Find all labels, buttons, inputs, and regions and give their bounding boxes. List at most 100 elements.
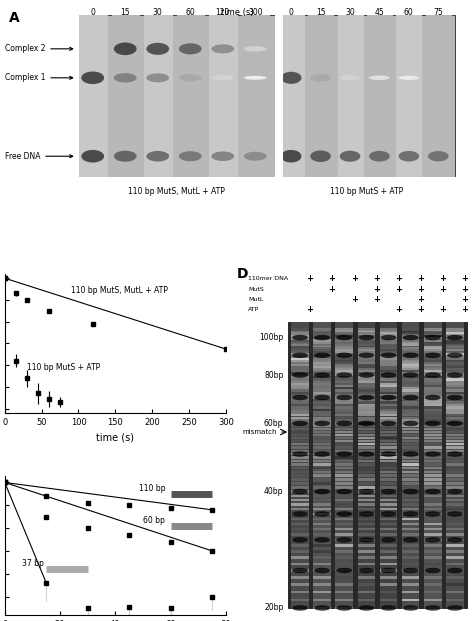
FancyBboxPatch shape bbox=[291, 352, 309, 355]
FancyBboxPatch shape bbox=[380, 513, 397, 515]
FancyBboxPatch shape bbox=[336, 456, 353, 459]
FancyBboxPatch shape bbox=[357, 491, 375, 492]
FancyBboxPatch shape bbox=[336, 340, 353, 342]
FancyBboxPatch shape bbox=[402, 340, 419, 342]
FancyBboxPatch shape bbox=[446, 352, 464, 355]
FancyBboxPatch shape bbox=[424, 392, 442, 394]
FancyBboxPatch shape bbox=[291, 376, 309, 378]
FancyBboxPatch shape bbox=[424, 330, 442, 332]
FancyBboxPatch shape bbox=[357, 399, 375, 401]
FancyBboxPatch shape bbox=[402, 389, 419, 392]
FancyBboxPatch shape bbox=[380, 425, 397, 427]
FancyBboxPatch shape bbox=[291, 411, 309, 414]
FancyBboxPatch shape bbox=[336, 337, 353, 339]
FancyBboxPatch shape bbox=[424, 453, 442, 455]
FancyBboxPatch shape bbox=[291, 456, 309, 459]
FancyBboxPatch shape bbox=[424, 471, 442, 473]
FancyBboxPatch shape bbox=[446, 563, 464, 565]
FancyBboxPatch shape bbox=[380, 437, 397, 439]
FancyBboxPatch shape bbox=[446, 446, 464, 448]
FancyBboxPatch shape bbox=[446, 491, 464, 492]
FancyBboxPatch shape bbox=[336, 504, 353, 506]
FancyBboxPatch shape bbox=[424, 368, 442, 370]
Ellipse shape bbox=[447, 420, 463, 426]
FancyBboxPatch shape bbox=[357, 330, 375, 332]
FancyBboxPatch shape bbox=[291, 450, 309, 452]
FancyBboxPatch shape bbox=[313, 394, 331, 396]
Ellipse shape bbox=[358, 537, 374, 543]
Text: 20bp: 20bp bbox=[264, 604, 283, 612]
FancyBboxPatch shape bbox=[446, 385, 464, 387]
FancyBboxPatch shape bbox=[291, 406, 309, 409]
FancyBboxPatch shape bbox=[402, 354, 419, 356]
FancyBboxPatch shape bbox=[313, 330, 331, 332]
FancyBboxPatch shape bbox=[380, 406, 397, 409]
FancyBboxPatch shape bbox=[357, 333, 375, 335]
FancyBboxPatch shape bbox=[357, 414, 375, 417]
FancyBboxPatch shape bbox=[402, 358, 419, 360]
FancyBboxPatch shape bbox=[357, 352, 375, 355]
FancyBboxPatch shape bbox=[313, 342, 331, 344]
Ellipse shape bbox=[447, 537, 463, 543]
FancyBboxPatch shape bbox=[291, 338, 309, 340]
FancyBboxPatch shape bbox=[336, 467, 353, 469]
FancyBboxPatch shape bbox=[402, 342, 419, 344]
Text: 0: 0 bbox=[90, 8, 95, 17]
FancyBboxPatch shape bbox=[446, 478, 464, 481]
FancyBboxPatch shape bbox=[357, 376, 375, 378]
FancyBboxPatch shape bbox=[291, 513, 309, 515]
FancyBboxPatch shape bbox=[424, 446, 442, 448]
FancyBboxPatch shape bbox=[380, 345, 397, 347]
FancyBboxPatch shape bbox=[446, 362, 464, 364]
FancyBboxPatch shape bbox=[380, 333, 397, 335]
FancyBboxPatch shape bbox=[380, 550, 397, 553]
Ellipse shape bbox=[337, 395, 352, 401]
FancyBboxPatch shape bbox=[446, 360, 464, 362]
FancyBboxPatch shape bbox=[424, 460, 442, 462]
FancyBboxPatch shape bbox=[424, 376, 442, 378]
FancyBboxPatch shape bbox=[402, 471, 419, 473]
FancyBboxPatch shape bbox=[291, 345, 309, 347]
FancyBboxPatch shape bbox=[357, 392, 375, 394]
Ellipse shape bbox=[314, 451, 330, 457]
FancyBboxPatch shape bbox=[313, 494, 331, 497]
FancyBboxPatch shape bbox=[446, 387, 464, 389]
FancyBboxPatch shape bbox=[380, 456, 397, 459]
Ellipse shape bbox=[292, 451, 308, 457]
Text: 110 bp: 110 bp bbox=[138, 484, 165, 492]
Text: 0: 0 bbox=[289, 8, 293, 17]
Ellipse shape bbox=[292, 511, 308, 517]
Ellipse shape bbox=[292, 395, 308, 401]
FancyBboxPatch shape bbox=[396, 15, 422, 177]
FancyBboxPatch shape bbox=[380, 533, 397, 535]
FancyBboxPatch shape bbox=[402, 409, 419, 411]
FancyBboxPatch shape bbox=[402, 417, 419, 419]
FancyBboxPatch shape bbox=[380, 376, 397, 378]
FancyBboxPatch shape bbox=[380, 360, 397, 362]
Ellipse shape bbox=[447, 395, 463, 401]
FancyBboxPatch shape bbox=[424, 474, 442, 477]
FancyBboxPatch shape bbox=[313, 335, 331, 337]
FancyBboxPatch shape bbox=[291, 322, 309, 608]
FancyBboxPatch shape bbox=[357, 494, 375, 497]
Ellipse shape bbox=[337, 353, 352, 358]
Ellipse shape bbox=[447, 489, 463, 494]
FancyBboxPatch shape bbox=[402, 394, 419, 396]
FancyBboxPatch shape bbox=[380, 528, 397, 530]
Ellipse shape bbox=[314, 373, 330, 378]
FancyBboxPatch shape bbox=[380, 394, 397, 396]
FancyBboxPatch shape bbox=[424, 456, 442, 459]
FancyBboxPatch shape bbox=[291, 329, 309, 330]
FancyBboxPatch shape bbox=[313, 460, 331, 462]
FancyBboxPatch shape bbox=[380, 446, 397, 448]
FancyBboxPatch shape bbox=[357, 366, 375, 368]
FancyBboxPatch shape bbox=[357, 350, 375, 353]
FancyBboxPatch shape bbox=[313, 332, 331, 334]
FancyBboxPatch shape bbox=[424, 607, 442, 609]
FancyBboxPatch shape bbox=[446, 486, 464, 489]
FancyBboxPatch shape bbox=[291, 389, 309, 392]
FancyBboxPatch shape bbox=[313, 538, 331, 541]
Ellipse shape bbox=[369, 151, 390, 161]
FancyBboxPatch shape bbox=[380, 342, 397, 344]
FancyBboxPatch shape bbox=[313, 366, 331, 368]
